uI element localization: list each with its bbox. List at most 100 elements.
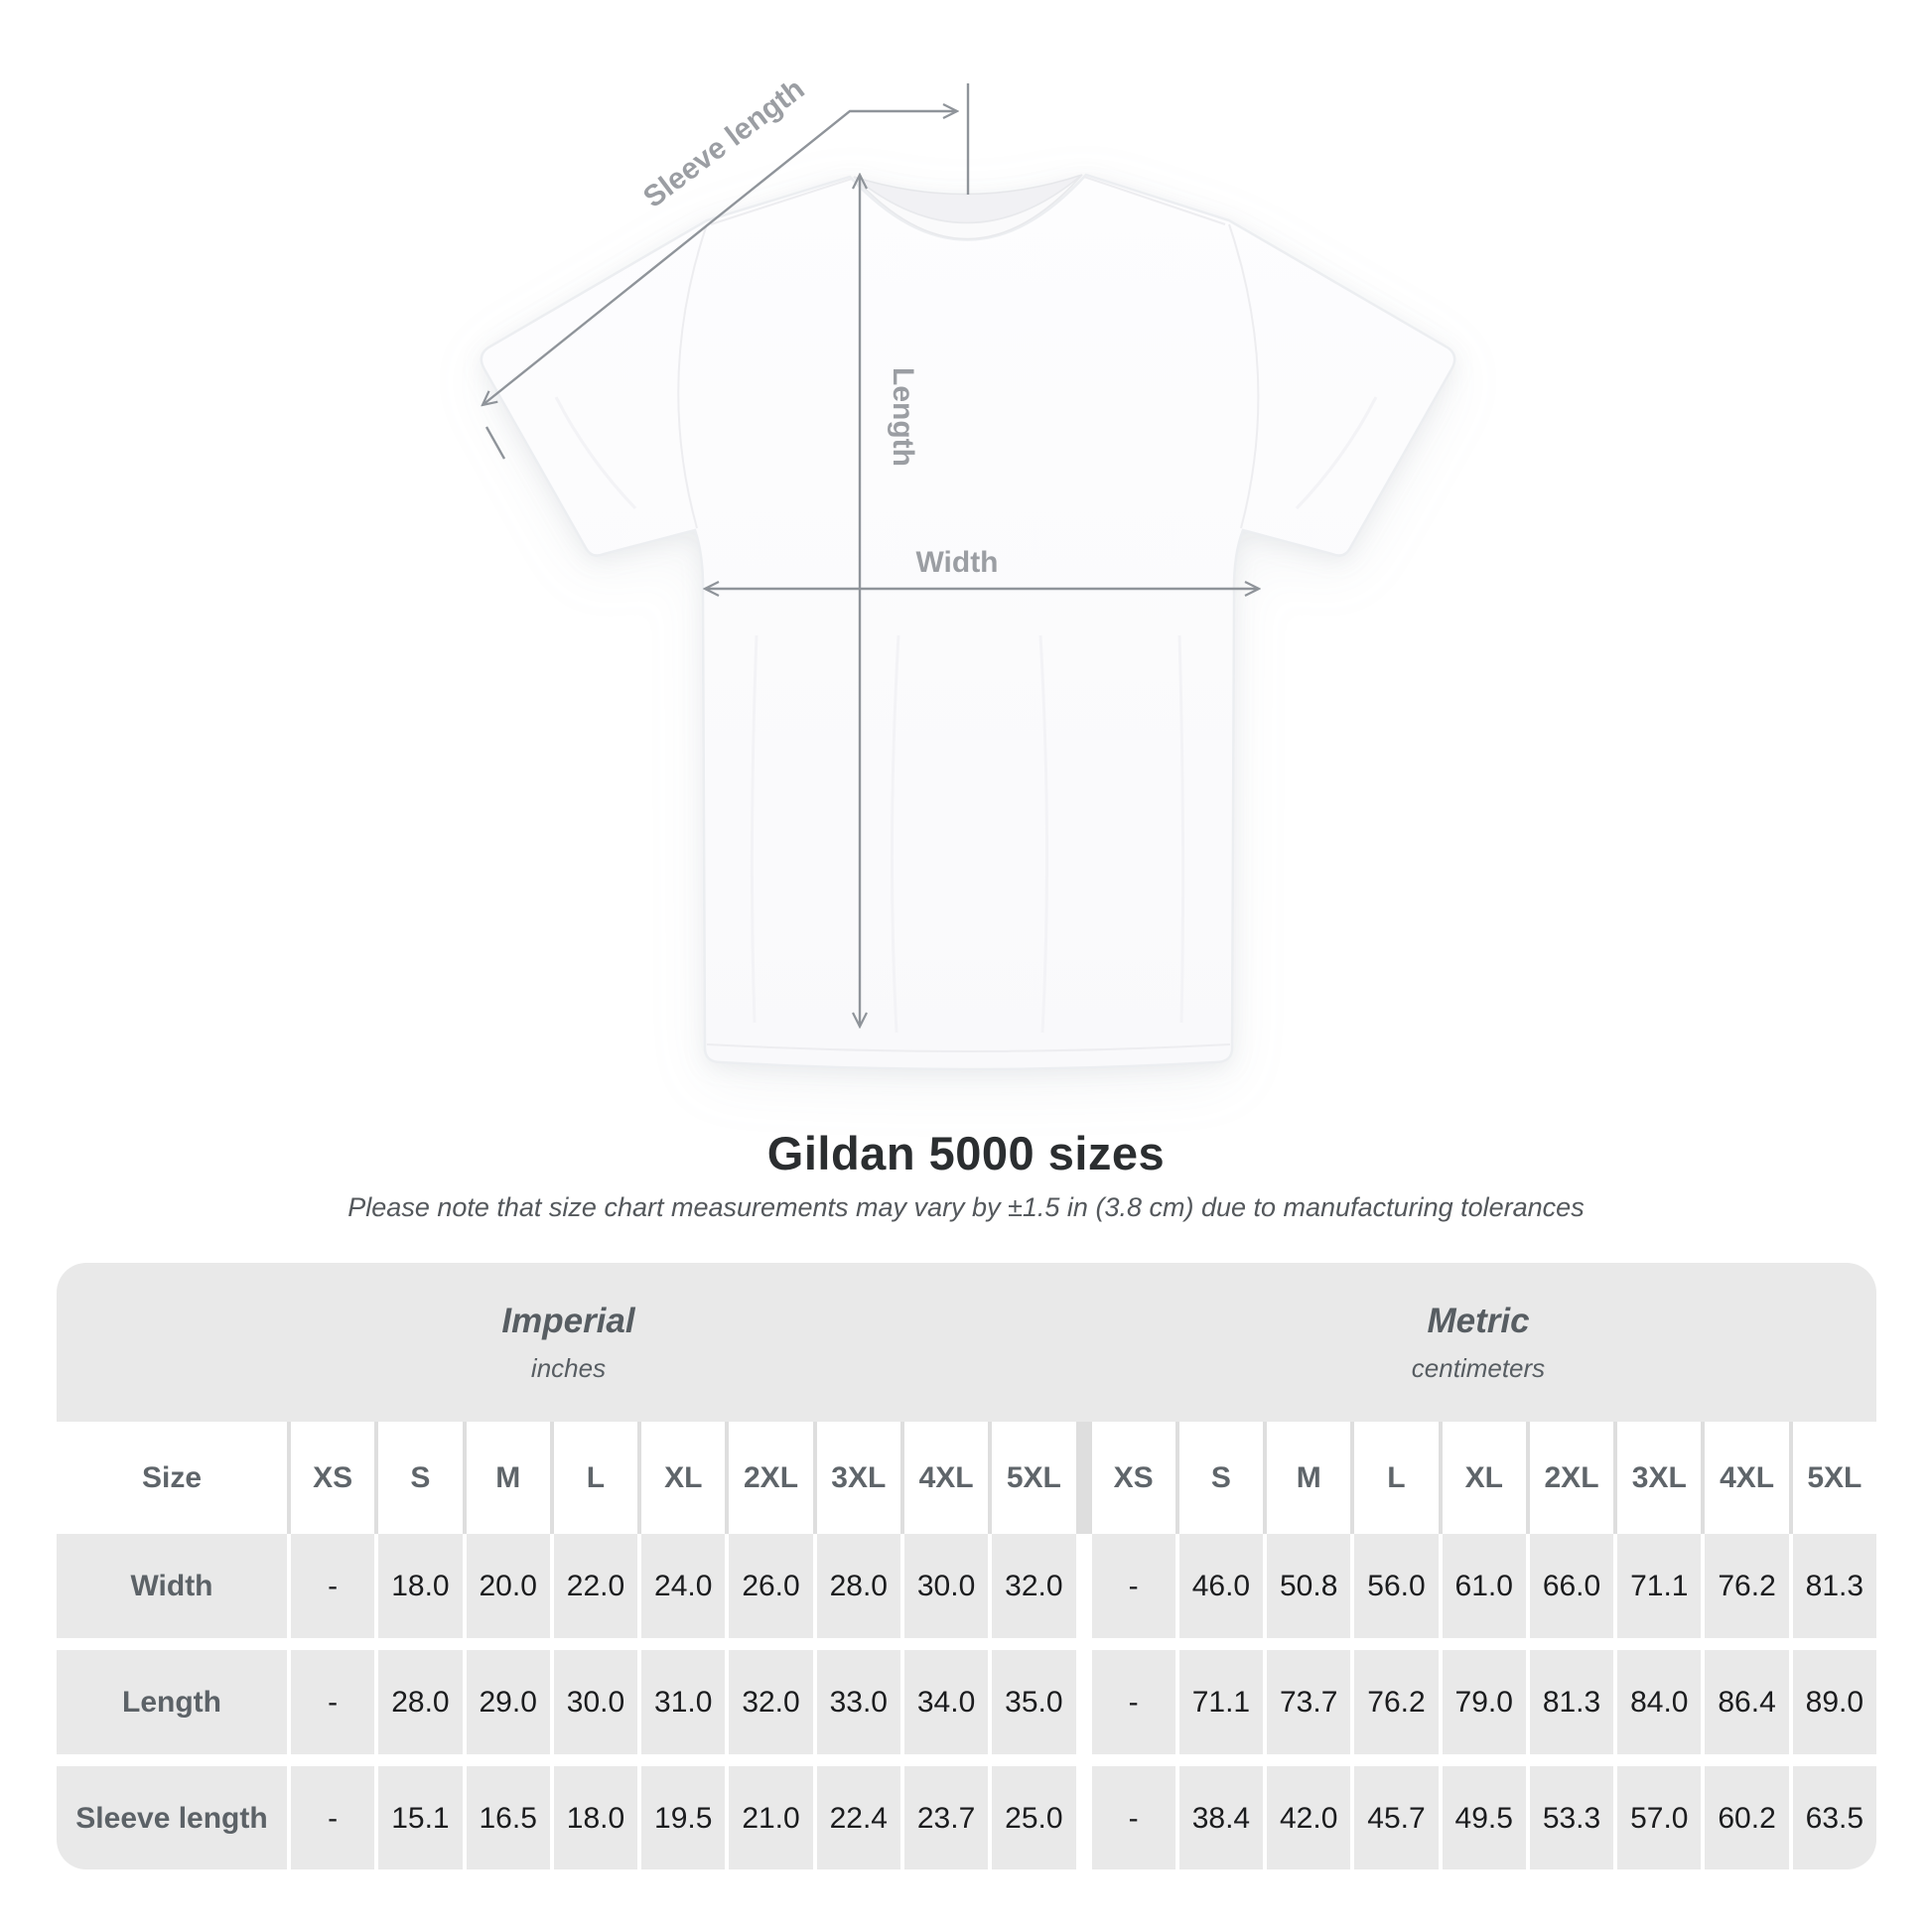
size-header-cell: M [466, 1422, 550, 1534]
value-cell: 66.0 [1529, 1534, 1614, 1638]
row-label-length: Length [57, 1650, 287, 1754]
value-cell: 16.5 [466, 1766, 550, 1869]
value-cell: 21.0 [729, 1766, 813, 1869]
value-cell: 76.2 [1705, 1534, 1789, 1638]
size-header-cell: XS [291, 1422, 375, 1534]
value-cell: - [291, 1766, 375, 1869]
value-cell: - [291, 1650, 375, 1754]
size-header-cell: XS [1091, 1422, 1175, 1534]
size-header-cell: L [553, 1422, 638, 1534]
value-cell: 33.0 [816, 1650, 900, 1754]
tshirt-diagram-svg: Sleeve length Length Width [480, 72, 1456, 1071]
row-label-width: Width [57, 1534, 287, 1638]
value-cell: 57.0 [1617, 1766, 1702, 1869]
size-header-cell: S [378, 1422, 463, 1534]
table-row-sleeve-length: Sleeve length -15.1 16.5 18.0 19.5 21.0 22.4 2… [57, 1766, 1876, 1869]
size-table: Imperial inches Metric centimeters Size … [57, 1263, 1876, 1869]
value-cell: 53.3 [1529, 1766, 1614, 1869]
sleeve-end-tick [484, 426, 506, 460]
sleeve-length-label: Sleeve length [637, 72, 810, 214]
value-cell: 71.1 [1178, 1650, 1264, 1754]
value-cell: 26.0 [729, 1534, 813, 1638]
value-cell: 81.3 [1529, 1650, 1614, 1754]
value-cell: - [1091, 1766, 1175, 1869]
value-cell: 79.0 [1442, 1650, 1526, 1754]
value-cell: 73.7 [1267, 1650, 1351, 1754]
group-header-metric: Metric centimeters [1080, 1263, 1876, 1422]
value-cell: 22.0 [553, 1534, 638, 1638]
group-gap [1080, 1650, 1088, 1754]
imperial-unit: inches [530, 1352, 607, 1383]
value-cell: - [1091, 1534, 1175, 1638]
value-cell: 28.0 [378, 1650, 463, 1754]
value-cell: 25.0 [992, 1766, 1076, 1869]
group-gap [1080, 1766, 1088, 1869]
value-cell: 60.2 [1705, 1766, 1789, 1869]
value-cell: 35.0 [992, 1650, 1076, 1754]
size-header-cell: 5XL [1792, 1422, 1876, 1534]
value-cell: 61.0 [1442, 1534, 1526, 1638]
size-column-header: Size [57, 1422, 287, 1534]
size-header-cell: 3XL [816, 1422, 900, 1534]
size-header-row: Size XS S M L XL 2XL 3XL 4XL 5XL XS S M L XL 2XL 3XL 4XL… [57, 1422, 1876, 1534]
size-header-cell: 4XL [903, 1422, 989, 1534]
value-cell: 81.3 [1792, 1534, 1876, 1638]
value-cell: 56.0 [1354, 1534, 1439, 1638]
size-header-cell: XL [641, 1422, 726, 1534]
value-cell: - [291, 1534, 375, 1638]
tshirt-body [480, 173, 1456, 1071]
value-cell: 76.2 [1354, 1650, 1439, 1754]
table-group-header: Imperial inches Metric centimeters [57, 1263, 1876, 1422]
value-cell: 20.0 [466, 1534, 550, 1638]
group-gap [1080, 1534, 1088, 1638]
value-cell: 32.0 [729, 1650, 813, 1754]
value-cell: 42.0 [1267, 1766, 1351, 1869]
value-cell: 89.0 [1792, 1650, 1876, 1754]
tshirt-illustration [480, 173, 1456, 1071]
size-header-cell: 2XL [1529, 1422, 1614, 1534]
page-title: Gildan 5000 sizes [766, 1127, 1166, 1179]
group-gap [1080, 1422, 1088, 1534]
table-row-width: Width -18.0 20.0 22.0 24.0 26.0 28.0 30.0 32.0-… [57, 1534, 1876, 1638]
value-cell: 49.5 [1442, 1766, 1526, 1869]
size-header-cell: L [1354, 1422, 1439, 1534]
length-label: Length [887, 367, 919, 467]
value-cell: 31.0 [641, 1650, 726, 1754]
value-cell: 18.0 [378, 1534, 463, 1638]
width-label: Width [915, 546, 998, 579]
value-cell: 34.0 [903, 1650, 989, 1754]
sleeve-length-arrow [483, 111, 957, 405]
value-cell: 46.0 [1178, 1534, 1264, 1638]
value-cell: 50.8 [1267, 1534, 1351, 1638]
value-cell: 45.7 [1354, 1766, 1439, 1869]
row-label-sleeve-length: Sleeve length [57, 1766, 287, 1869]
tshirt-diagram: Sleeve length Length Width [480, 72, 1456, 1071]
value-cell: - [1091, 1650, 1175, 1754]
size-header-cell: 5XL [992, 1422, 1076, 1534]
imperial-title: Imperial [501, 1301, 635, 1340]
value-cell: 18.0 [553, 1766, 638, 1869]
value-cell: 32.0 [992, 1534, 1076, 1638]
size-header-cell: 2XL [729, 1422, 813, 1534]
size-header-cell: 4XL [1705, 1422, 1789, 1534]
value-cell: 86.4 [1705, 1650, 1789, 1754]
value-cell: 15.1 [378, 1766, 463, 1869]
size-header-cell: M [1267, 1422, 1351, 1534]
table-row-length: Length -28.0 29.0 30.0 31.0 32.0 33.0 34.0 35.0… [57, 1650, 1876, 1754]
value-cell: 30.0 [903, 1534, 989, 1638]
value-cell: 84.0 [1617, 1650, 1702, 1754]
value-cell: 28.0 [816, 1534, 900, 1638]
value-cell: 30.0 [553, 1650, 638, 1754]
page-subtitle: Please note that size chart measurements… [347, 1192, 1585, 1222]
value-cell: 24.0 [641, 1534, 726, 1638]
value-cell: 22.4 [816, 1766, 900, 1869]
size-header-cell: 3XL [1617, 1422, 1702, 1534]
value-cell: 19.5 [641, 1766, 726, 1869]
group-header-imperial: Imperial inches [57, 1263, 1080, 1422]
value-cell: 63.5 [1792, 1766, 1876, 1869]
size-header-cell: XL [1442, 1422, 1526, 1534]
metric-title: Metric [1427, 1301, 1530, 1340]
tshirt-fabric-folds [554, 396, 1378, 1034]
size-header-cell: S [1178, 1422, 1264, 1534]
value-cell: 23.7 [903, 1766, 989, 1869]
